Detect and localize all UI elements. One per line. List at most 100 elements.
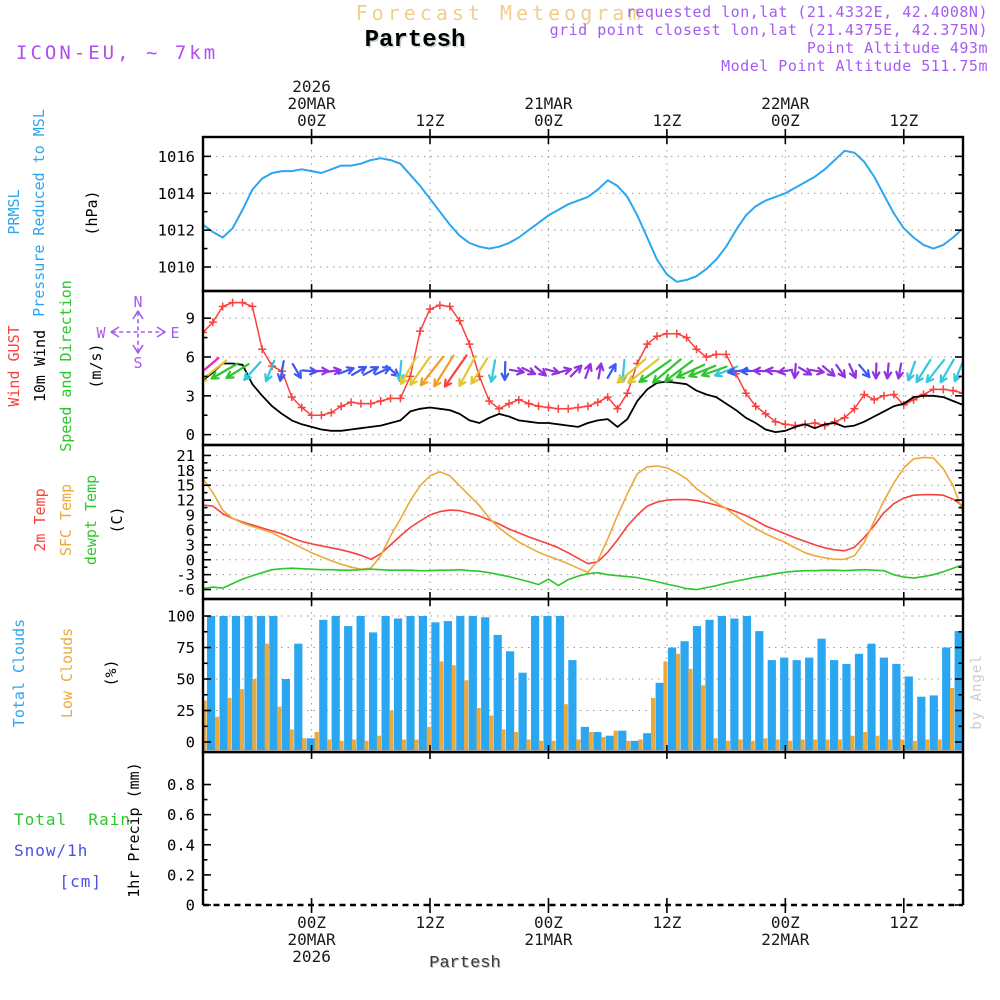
- pressure-ytick-label: 1012: [158, 222, 195, 240]
- clouds-ytick-label: 25: [176, 702, 195, 720]
- panel-pressure: 1010 1012 1014 1016: [158, 135, 965, 293]
- wind-direction-arrow: [616, 358, 647, 384]
- temperature-ytick-label: 15: [176, 477, 195, 495]
- wind-direction-arrow: [790, 362, 800, 380]
- wind-direction-arrow: [291, 363, 302, 379]
- wind-direction-arrow: [350, 365, 367, 377]
- speed-direction-label: Speed and Direction: [57, 280, 75, 452]
- time-axis-label: 12Z: [416, 111, 445, 130]
- wind-direction-arrow: [362, 366, 379, 376]
- precip-ytick-label: 0.8: [167, 776, 195, 794]
- wind-direction-arrow: [204, 359, 228, 382]
- compass-east-label: E: [170, 324, 179, 342]
- compass-west-label: W: [96, 324, 106, 342]
- wind-ytick-label: 0: [186, 426, 195, 444]
- precip-ytick-label: 0.2: [167, 866, 195, 884]
- time-axis-label: 21MAR: [524, 930, 573, 949]
- temperature-ytick-label: 6: [186, 521, 195, 539]
- header-meta: requested lon,lat (21.4332E, 42.4008N) g…: [550, 3, 988, 75]
- wind-direction-arrow: [915, 358, 932, 384]
- time-axis-label: 22MAR: [761, 94, 810, 113]
- series-temp_dewpoint_C: [204, 564, 962, 591]
- percent-unit-label: (%): [102, 659, 120, 687]
- wind-data: [204, 298, 962, 434]
- snow-label: Snow/1h: [14, 841, 89, 860]
- time-axis-label: 00Z: [534, 111, 563, 130]
- wind-direction-arrow: [409, 356, 431, 386]
- wind-direction-arrow: [556, 366, 573, 376]
- wind-direction-arrow: [808, 366, 825, 376]
- wind-direction-arrow: [204, 357, 220, 372]
- panel-clouds: 0 25 50 75 100: [167, 597, 965, 754]
- time-axis-label: 12Z: [652, 111, 681, 130]
- series-pressure_msl_hPa: [204, 149, 962, 283]
- time-axis-label: 12Z: [889, 913, 918, 932]
- wind-direction-arrow: [688, 364, 717, 379]
- wind-direction-arrow: [638, 359, 672, 383]
- compass-north-label: N: [133, 293, 142, 311]
- wind-direction-arrow: [848, 363, 858, 379]
- clouds-ytick-label: 50: [176, 671, 195, 689]
- total-clouds-label: Total Clouds: [10, 618, 28, 728]
- panel-precip: 0 0.2 0.4 0.6 0.8: [167, 750, 965, 915]
- temperature-ytick-label: 9: [186, 507, 195, 525]
- time-axis-label: 22MAR: [761, 930, 810, 949]
- pressure-ytick-label: 1010: [158, 259, 195, 277]
- wind-direction-arrow: [925, 358, 946, 384]
- wind-direction-arrow: [277, 360, 286, 382]
- wind-direction-arrow: [210, 362, 239, 380]
- pressure-ytick-label: 1014: [158, 185, 195, 203]
- wind-ytick-label: 3: [186, 387, 195, 405]
- pressure-ytick-label: 1016: [158, 148, 195, 166]
- wind-direction-arrow: [652, 358, 682, 384]
- wind-direction-arrow: [488, 359, 497, 383]
- wind-direction-arrow: [595, 362, 605, 380]
- precip-ytick-label: 0.6: [167, 806, 195, 824]
- temperature-ytick-label: 12: [176, 492, 195, 510]
- dewpt-label: dewpt Temp: [82, 474, 100, 566]
- station-title: Partesh: [364, 27, 466, 54]
- wind-direction-arrow: [521, 366, 537, 376]
- wind-direction-arrow: [399, 356, 417, 386]
- plot-title: Forecast Meteogram: [355, 1, 645, 25]
- wind-direction-arrow: [508, 366, 525, 376]
- wind-ytick-label: 6: [186, 349, 195, 367]
- wind-direction-arrow: [337, 366, 355, 375]
- temperature-ytick-label: 18: [176, 462, 195, 480]
- time-axis-label: 20MAR: [287, 94, 336, 113]
- clouds-ytick-label: 100: [167, 608, 195, 626]
- precip-axis-label: 1hr Precip (mm): [125, 762, 143, 898]
- temperature-ytick-label: 3: [186, 536, 195, 554]
- model-point-altitude: Model Point Altitude 511.75m: [721, 57, 988, 75]
- wind-direction-arrow: [470, 357, 489, 385]
- grid-point-lonlat: grid point closest lon,lat (21.4375E, 42…: [549, 21, 988, 39]
- wind-direction-arrow: [701, 365, 728, 378]
- wind-direction-arrow: [443, 354, 468, 388]
- time-axis-label: 12Z: [652, 913, 681, 932]
- wind-direction-arrow: [777, 366, 794, 376]
- footer-station-label: Partesh: [429, 954, 501, 973]
- watermark: by Angel: [969, 654, 985, 730]
- sfc-temp-label: SFC Temp: [57, 483, 75, 557]
- wind-direction-arrow: [606, 363, 617, 379]
- model-label: ICON-EU, ~ 7km: [16, 42, 219, 64]
- temperature-ytick-label: 0: [186, 551, 195, 569]
- wind-gust-label: Wind GUST: [5, 325, 23, 407]
- wind-direction-arrow: [871, 362, 881, 380]
- time-axis-label: 21MAR: [524, 94, 573, 113]
- prmsl-label: PRMSL: [5, 189, 23, 235]
- time-axis-label: 00Z: [297, 111, 326, 130]
- wind-direction-arrow: [858, 363, 871, 379]
- time-axis-label: 2026: [292, 77, 331, 96]
- wind-direction-arrow: [797, 366, 813, 376]
- hpa-unit-label: (hPa): [83, 190, 101, 236]
- wind-direction-arrow: [821, 365, 836, 377]
- point-altitude: Point Altitude 493m: [806, 39, 988, 57]
- clouds-ytick-label: 75: [176, 639, 195, 657]
- wind10m-label: 10m Wind: [31, 329, 49, 403]
- wind-direction-arrow: [458, 354, 477, 388]
- wind-direction-arrow: [419, 355, 445, 387]
- requested-lonlat: requested lon,lat (21.4332E, 42.4008N): [625, 3, 988, 21]
